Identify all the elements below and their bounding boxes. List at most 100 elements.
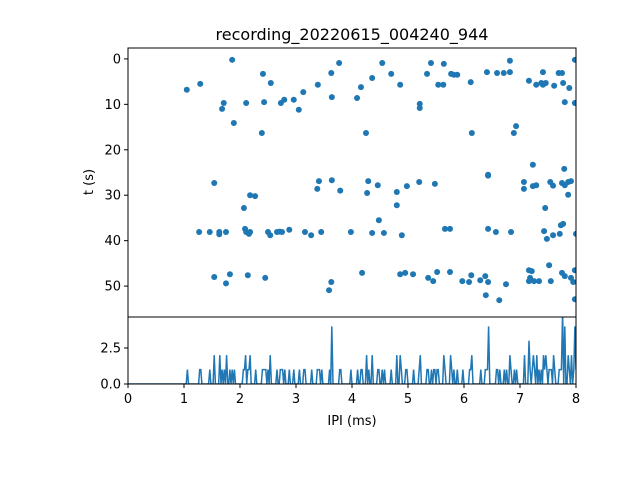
scatter-point (483, 69, 490, 76)
scatter-point (369, 229, 376, 236)
scatter-point (211, 179, 218, 186)
scatter-point (357, 84, 364, 91)
scatter-point (226, 271, 233, 278)
scatter-point (314, 185, 321, 192)
scatter-point (245, 230, 252, 237)
scatter-point (466, 279, 473, 286)
y-tick-label: 10 (104, 98, 121, 113)
scatter-point (531, 278, 537, 285)
scatter-point (365, 178, 372, 185)
scatter-point (223, 280, 229, 287)
scatter-point (375, 217, 382, 224)
scatter-point (565, 191, 572, 198)
x-tick-label: 4 (348, 392, 356, 407)
scatter-point (496, 297, 503, 304)
scatter-point (240, 204, 247, 211)
scatter-point (243, 99, 250, 106)
x-tick-label: 1 (180, 392, 188, 407)
scatter-point (425, 274, 432, 281)
scatter-point (219, 105, 226, 112)
scatter-point (347, 229, 354, 236)
x-tick-label: 6 (460, 392, 468, 407)
scatter-point (364, 189, 371, 196)
scatter-point (573, 230, 576, 237)
scatter-point (397, 271, 404, 278)
scatter-point (468, 272, 475, 279)
x-tick-label: 5 (404, 392, 412, 407)
scatter-point (328, 279, 335, 286)
scatter-point (500, 69, 507, 76)
scatter-point (397, 81, 404, 88)
scatter-point (542, 204, 549, 211)
scatter-point (393, 202, 400, 209)
scatter-point (427, 59, 434, 66)
scatter-point (301, 229, 308, 236)
scatter-point (561, 165, 568, 172)
scatter-point (259, 70, 266, 77)
scatter-point (454, 71, 461, 78)
scatter-point (447, 269, 453, 276)
scatter-point (447, 225, 453, 232)
scatter-point (388, 70, 395, 77)
scatter-point (529, 161, 536, 168)
scatter-point (547, 278, 554, 285)
scatter-point (416, 104, 423, 111)
scatter-point (482, 292, 489, 299)
scatter-point (435, 81, 442, 88)
x-tick-label: 0 (124, 392, 132, 407)
scatter-point (506, 57, 513, 64)
scatter-point (559, 69, 565, 76)
chart-title: recording_20220615_004240_944 (216, 25, 489, 45)
scatter-point (300, 89, 307, 96)
scatter-point (477, 277, 484, 284)
scatter-point (379, 59, 386, 66)
scatter-point (571, 56, 576, 63)
histogram-frame (127, 316, 577, 385)
scatter-point (485, 172, 492, 179)
scatter-point (393, 189, 400, 196)
scatter-point (441, 225, 448, 232)
scatter-point (196, 229, 203, 236)
scatter-point (520, 179, 527, 186)
scatter-point (295, 106, 302, 113)
scatter-point (315, 178, 322, 185)
scatter-point (431, 180, 438, 187)
scatter-point (216, 231, 223, 238)
scatter-point (314, 81, 321, 88)
scatter-point (494, 69, 501, 76)
scatter-point (510, 129, 517, 136)
scatter-point (556, 230, 563, 237)
scatter-point (267, 232, 274, 239)
scatter-point (508, 229, 515, 236)
y-tick-label: 50 (104, 280, 121, 295)
y-tick-label: 40 (104, 234, 121, 249)
scatter-point (354, 94, 361, 101)
scatter-point (252, 193, 259, 200)
scatter-point (290, 96, 297, 103)
scatter-point (566, 84, 573, 91)
scatter-point (336, 59, 343, 66)
scatter-point (410, 271, 417, 278)
scatter-point (279, 229, 285, 236)
scatter-point (570, 279, 576, 286)
scatter-point (363, 129, 369, 136)
scatter-point (571, 99, 576, 106)
scatter-point (262, 274, 269, 281)
x-axis-label: IPI (ms) (327, 414, 376, 429)
scatter-point (424, 70, 431, 77)
y-axis-label: t (s) (82, 169, 97, 195)
scatter-point (380, 229, 387, 236)
y-tick-label: 30 (104, 189, 121, 204)
histogram-line (128, 317, 576, 384)
scatter-point (247, 192, 254, 199)
scatter-point (430, 278, 437, 285)
scatter-point (506, 69, 513, 76)
scatter-point (533, 182, 540, 189)
scatter-point (402, 269, 409, 276)
scatter-point (539, 69, 546, 76)
scatter-point (571, 296, 576, 303)
scatter-point (267, 79, 274, 86)
scatter-point (536, 278, 543, 285)
scatter-point (551, 82, 558, 89)
